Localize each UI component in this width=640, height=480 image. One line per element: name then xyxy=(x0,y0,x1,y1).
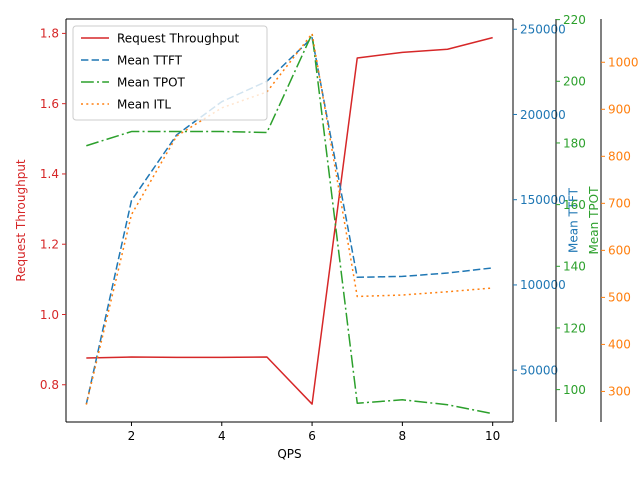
tpot-tick-label-1: 120 xyxy=(563,321,586,335)
throughput-tick-label-0: 0.8 xyxy=(40,378,59,392)
legend: Request Throughput Mean TTFT Mean TPOT Mean… xyxy=(72,25,268,121)
x-tick-label-3: 8 xyxy=(399,429,407,443)
ttft-tick-label-4: 250000 xyxy=(520,23,566,37)
throughput-axis-title: Request Throughput xyxy=(14,159,28,282)
ttft-tick-label-0: 50000 xyxy=(520,363,558,377)
itl-tick-label-4: 700 xyxy=(608,197,631,211)
itl-tick-label-3: 600 xyxy=(608,244,631,258)
itl-tick-label-1: 400 xyxy=(608,338,631,352)
throughput-tick-label-4: 1.6 xyxy=(40,97,59,111)
plot-area xyxy=(85,32,493,415)
tpot-axis-title: Mean TPOT xyxy=(587,186,601,255)
series-line-2 xyxy=(86,33,493,415)
itl-tick-label-6: 900 xyxy=(608,103,631,117)
itl-tick-label-0: 300 xyxy=(608,385,631,399)
x-tick-label-0: 2 xyxy=(128,429,136,443)
itl-tick-label-2: 500 xyxy=(608,291,631,305)
axes-layer: 2 4 6 8 10 QPS 0.8 1.0 1.2 1.4 1.6 1.8 Request Throu… xyxy=(14,13,640,461)
ttft-tick-label-2: 150000 xyxy=(520,193,566,207)
tpot-tick-label-5: 200 xyxy=(563,75,586,89)
x-tick-label-1: 4 xyxy=(218,429,226,443)
x-tick-label-4: 10 xyxy=(485,429,500,443)
throughput-tick-label-5: 1.8 xyxy=(40,27,59,41)
throughput-tick-label-3: 1.4 xyxy=(40,167,59,181)
legend-label-0: Request Throughput xyxy=(117,31,240,45)
series-line-3 xyxy=(85,32,493,405)
ttft-tick-label-3: 200000 xyxy=(520,108,566,122)
tpot-tick-label-2: 140 xyxy=(563,260,586,274)
legend-label-2: Mean TPOT xyxy=(117,75,186,89)
throughput-tick-label-2: 1.2 xyxy=(40,238,59,252)
tpot-tick-label-3: 160 xyxy=(563,198,586,212)
tpot-tick-label-6: 220 xyxy=(563,13,586,27)
ttft-axis-title: Mean TTFT xyxy=(567,187,581,253)
legend-box xyxy=(72,25,268,121)
legend-label-1: Mean TTFT xyxy=(117,53,183,67)
tpot-tick-label-4: 180 xyxy=(563,136,586,150)
itl-tick-label-7: 1000 xyxy=(608,56,639,70)
x-tick-label-2: 6 xyxy=(308,429,316,443)
series-line-0 xyxy=(86,36,493,405)
x-axis-title: QPS xyxy=(277,447,301,461)
throughput-tick-label-1: 1.0 xyxy=(40,308,59,322)
ttft-tick-label-1: 100000 xyxy=(520,278,566,292)
legend-label-3: Mean ITL xyxy=(117,97,171,111)
itl-tick-label-5: 800 xyxy=(608,150,631,164)
series-line-1 xyxy=(85,37,493,405)
tpot-tick-label-0: 100 xyxy=(563,383,586,397)
